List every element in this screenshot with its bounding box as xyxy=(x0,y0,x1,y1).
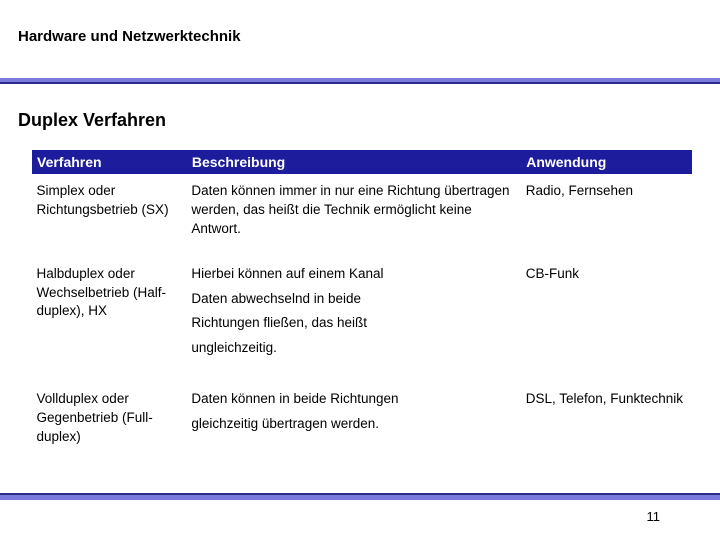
page-number: 11 xyxy=(647,509,661,524)
table-row: Halbduplex oder Wechselbetrieb (Half-dup… xyxy=(33,257,692,383)
cell-verfahren: Halbduplex oder Wechselbetrieb (Half-dup… xyxy=(33,257,188,383)
cell-anwendung: Radio, Fernsehen xyxy=(522,174,692,257)
duplex-table: Verfahren Beschreibung Anwendung Simplex… xyxy=(32,150,692,465)
table-row: Simplex oder Richtungsbetrieb (SX) Daten… xyxy=(33,174,692,257)
cell-beschreibung: Daten können in beide Richtungen gleichz… xyxy=(187,382,521,465)
footer-rule xyxy=(0,493,720,500)
table-row: Vollduplex oder Gegenbetrieb (Full-duple… xyxy=(33,382,692,465)
desc-line: Daten können in beide Richtungen xyxy=(191,390,515,409)
cell-beschreibung: Hierbei können auf einem Kanal Daten abw… xyxy=(187,257,521,383)
desc-line: Hierbei können auf einem Kanal xyxy=(191,265,515,284)
desc-line: gleichzeitig übertragen werden. xyxy=(191,415,515,434)
header-rule xyxy=(0,78,720,84)
desc-line: Daten abwechselnd in beide xyxy=(191,290,515,309)
header-title: Hardware und Netzwerktechnik xyxy=(18,28,241,45)
cell-verfahren: Simplex oder Richtungsbetrieb (SX) xyxy=(33,174,188,257)
cell-anwendung: CB-Funk xyxy=(522,257,692,383)
desc-line: ungleichzeitig. xyxy=(191,339,515,358)
cell-anwendung: DSL, Telefon, Funktechnik xyxy=(522,382,692,465)
col-header-beschreibung: Beschreibung xyxy=(187,151,521,174)
page-title: Duplex Verfahren xyxy=(18,110,166,131)
cell-verfahren: Vollduplex oder Gegenbetrieb (Full-duple… xyxy=(33,382,188,465)
col-header-verfahren: Verfahren xyxy=(33,151,188,174)
slide: Hardware und Netzwerktechnik Duplex Verf… xyxy=(0,0,720,540)
cell-beschreibung: Daten können immer in nur eine Richtung … xyxy=(187,174,521,257)
table-header-row: Verfahren Beschreibung Anwendung xyxy=(33,151,692,174)
col-header-anwendung: Anwendung xyxy=(522,151,692,174)
desc-line: Richtungen fließen, das heißt xyxy=(191,314,515,333)
